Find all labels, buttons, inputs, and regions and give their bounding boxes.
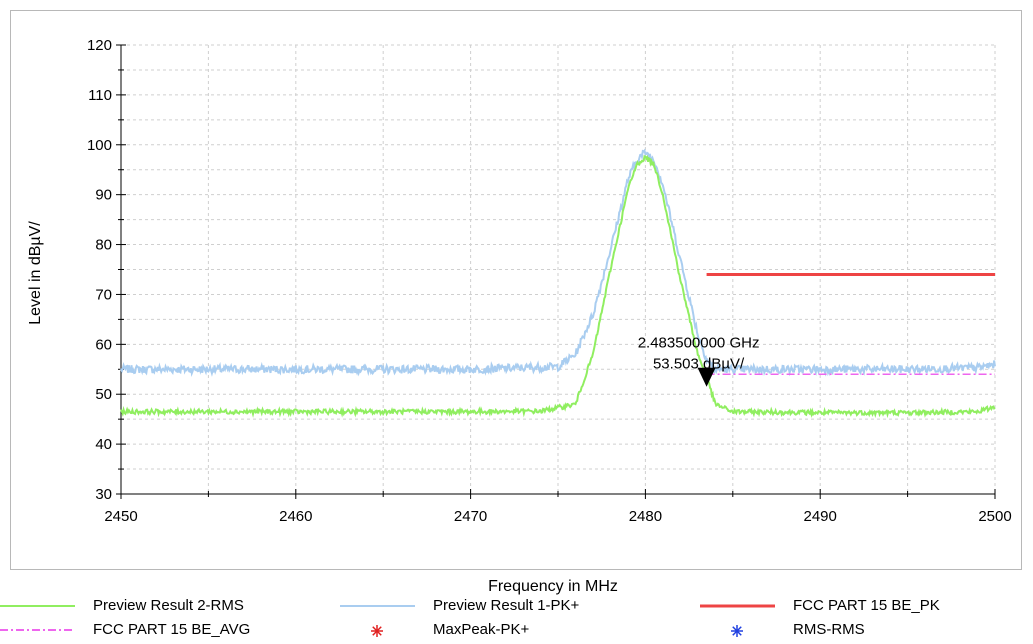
x-tick-label: 2490 bbox=[804, 508, 837, 525]
grid-lines bbox=[121, 44, 996, 494]
y-tick-label: 100 bbox=[87, 137, 112, 154]
marker-level-label: 53.503 dBµV/ bbox=[653, 356, 745, 373]
y-tick-label: 70 bbox=[95, 286, 112, 303]
legend-marks bbox=[0, 604, 775, 637]
y-tick-label: 120 bbox=[87, 37, 112, 54]
x-tick-label: 2460 bbox=[279, 508, 312, 525]
y-tick-label: 50 bbox=[95, 386, 112, 403]
legend-label: Preview Result 2-RMS bbox=[93, 597, 244, 614]
legend-label: Preview Result 1-PK+ bbox=[433, 597, 580, 614]
legend-star-icon bbox=[371, 625, 383, 637]
legend-star-stroke bbox=[372, 626, 382, 636]
y-axis-label: Level in dBµV/ bbox=[27, 221, 44, 325]
series-lines bbox=[120, 148, 996, 419]
legend-label: FCC PART 15 BE_PK bbox=[793, 597, 940, 614]
legend-star-stroke bbox=[732, 626, 742, 636]
chart-frame bbox=[10, 10, 1022, 570]
legend-label: MaxPeak-PK+ bbox=[433, 621, 530, 638]
series-preview-result-1-pk- bbox=[120, 148, 996, 377]
y-tick-label: 30 bbox=[95, 486, 112, 503]
x-tick-label: 2450 bbox=[104, 508, 137, 525]
legend-star-icon bbox=[731, 625, 743, 637]
tick-labels: 30 40 50 60 70 80 90 100 110 120 2450 2460 2470 2480 2… bbox=[87, 37, 1012, 525]
marker-annotation: 2.483500000 GHz 53.503 dBµV/ bbox=[638, 335, 760, 387]
axes bbox=[116, 44, 996, 499]
x-axis-label: Frequency in MHz bbox=[488, 578, 618, 595]
y-tick-label: 110 bbox=[88, 87, 112, 104]
x-tick-label: 2480 bbox=[629, 508, 662, 525]
legend-label: RMS-RMS bbox=[793, 621, 865, 638]
series-preview-result-2-rms bbox=[120, 154, 996, 419]
y-tick-label: 40 bbox=[95, 436, 112, 453]
legend-label: FCC PART 15 BE_AVG bbox=[93, 621, 251, 638]
y-tick-label: 90 bbox=[95, 187, 112, 204]
y-tick-label: 80 bbox=[95, 237, 112, 254]
x-tick-label: 2470 bbox=[454, 508, 487, 525]
y-tick-label: 60 bbox=[95, 336, 112, 353]
marker-frequency-label: 2.483500000 GHz bbox=[638, 335, 760, 352]
marker-triangle bbox=[697, 367, 716, 387]
x-tick-label: 2500 bbox=[978, 508, 1011, 525]
